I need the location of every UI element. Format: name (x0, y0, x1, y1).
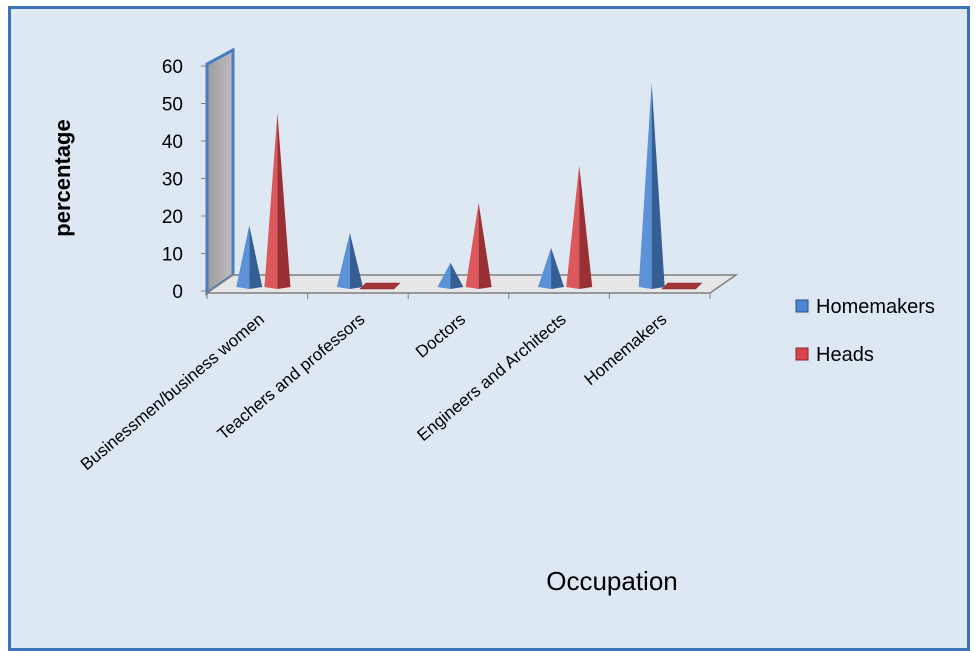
y-tick-label: 50 (162, 95, 183, 116)
chart-frame (8, 6, 970, 651)
legend-label: Heads (816, 344, 874, 366)
legend: Homemakers Heads (795, 296, 935, 366)
y-tick-label: 40 (162, 132, 183, 153)
cone-heads-3 (465, 202, 492, 289)
cone-homemakers-4 (538, 247, 565, 289)
x-axis-label: Occupation (546, 566, 678, 596)
cone-heads-5 (661, 282, 703, 290)
cone-heads-1 (264, 112, 291, 289)
cone-heads-4 (566, 165, 593, 289)
category-label: Doctors (412, 310, 469, 362)
y-tick-label: 30 (162, 170, 183, 191)
y-axis-label: percentage (50, 119, 75, 236)
y-tick-label: 0 (172, 282, 183, 303)
cone-homemakers-1 (236, 225, 263, 289)
cone-heads-2 (359, 282, 401, 290)
category-label: Homemakers (581, 310, 671, 390)
category-label: Businessmen/business women (77, 310, 268, 475)
y-tick-label: 60 (162, 57, 183, 78)
cone-homemakers-3 (437, 262, 464, 289)
chart-side-wall (205, 47, 235, 296)
y-tick-label: 10 (162, 245, 183, 266)
legend-swatch (795, 299, 809, 313)
cone-homemakers-2 (336, 232, 363, 289)
cone-homemakers-5 (638, 82, 665, 289)
legend-label: Homemakers (816, 296, 935, 318)
y-tick-label: 20 (162, 207, 183, 228)
legend-swatch (795, 347, 809, 361)
